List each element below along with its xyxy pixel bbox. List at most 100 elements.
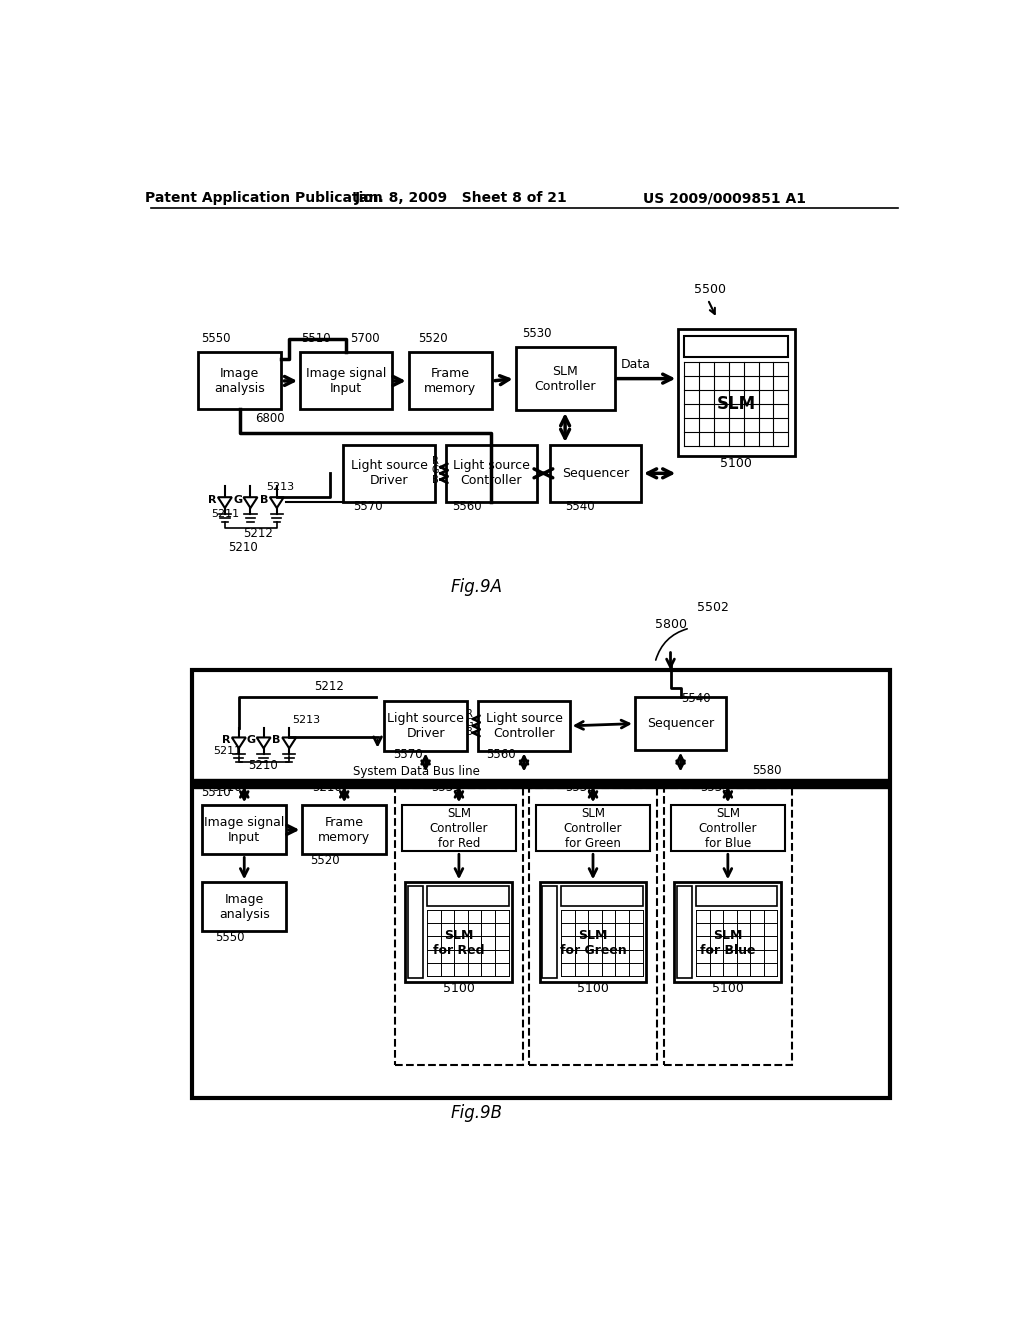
Text: 5560: 5560 [486,748,516,762]
Text: SLM
Controller: SLM Controller [535,364,596,392]
Text: R: R [432,457,438,466]
FancyBboxPatch shape [427,886,509,906]
Text: B: B [272,735,281,744]
Text: R: R [208,495,216,506]
Text: Sequencer: Sequencer [647,717,714,730]
Text: 5500: 5500 [693,284,726,296]
Text: Patent Application Publication: Patent Application Publication [144,191,383,206]
Text: 5211: 5211 [211,510,239,519]
Text: Image signal
Input: Image signal Input [204,816,285,843]
Text: 5100: 5100 [712,982,743,994]
Text: Fig.9B: Fig.9B [451,1105,503,1122]
FancyBboxPatch shape [550,445,641,502]
FancyBboxPatch shape [515,347,614,411]
Text: 5510: 5510 [201,785,230,799]
Text: 5100: 5100 [443,982,475,994]
Text: 5211: 5211 [213,746,242,755]
FancyBboxPatch shape [561,886,643,906]
Text: 5700: 5700 [350,333,380,346]
Text: Light source
Controller: Light source Controller [453,459,529,487]
FancyBboxPatch shape [684,335,788,358]
FancyBboxPatch shape [343,445,435,502]
FancyBboxPatch shape [536,805,650,851]
Text: Sequencer: Sequencer [562,467,629,480]
Text: System Data Bus line: System Data Bus line [352,766,479,779]
FancyBboxPatch shape [203,882,286,932]
Text: 5210: 5210 [248,759,278,772]
FancyBboxPatch shape [635,697,726,750]
Text: Frame
memory: Frame memory [318,816,371,843]
Text: Image signal
Input: Image signal Input [305,367,386,395]
Text: 5210: 5210 [227,541,258,554]
Text: US 2009/0009851 A1: US 2009/0009851 A1 [643,191,806,206]
Text: 5100: 5100 [721,457,753,470]
FancyBboxPatch shape [445,445,538,502]
Text: 5520: 5520 [418,333,447,346]
Text: 5570: 5570 [393,748,423,762]
Text: 5510: 5510 [302,333,331,346]
FancyBboxPatch shape [540,882,646,982]
Text: SLM
Controller
for Blue: SLM Controller for Blue [698,807,757,850]
FancyBboxPatch shape [678,330,795,457]
Text: R: R [222,735,230,744]
Text: B: B [260,495,268,506]
Text: 5800: 5800 [655,618,687,631]
Text: G: G [233,495,243,506]
Text: 5570: 5570 [352,499,382,512]
FancyBboxPatch shape [203,805,286,854]
FancyBboxPatch shape [409,352,493,409]
FancyBboxPatch shape [677,886,692,978]
FancyBboxPatch shape [395,788,523,1065]
Text: G: G [466,718,473,727]
Text: 5532: 5532 [565,781,595,795]
Text: B: B [432,475,438,484]
Text: 5533: 5533 [700,781,729,795]
Text: 5210: 5210 [311,781,341,795]
Text: Frame
memory: Frame memory [424,367,476,395]
FancyBboxPatch shape [384,701,467,751]
Text: 5213: 5213 [266,482,294,491]
Text: B: B [466,727,473,737]
Text: 5531: 5531 [431,781,461,795]
Text: Light source
Controller: Light source Controller [485,711,562,741]
FancyBboxPatch shape [542,886,557,978]
Text: SLM: SLM [717,395,756,413]
Text: 5213: 5213 [292,715,321,725]
FancyBboxPatch shape [302,805,386,854]
Text: 5530: 5530 [521,327,551,341]
Text: Jan. 8, 2009   Sheet 8 of 21: Jan. 8, 2009 Sheet 8 of 21 [355,191,567,206]
Text: 5550: 5550 [215,931,245,944]
FancyBboxPatch shape [408,886,423,978]
Text: 5502: 5502 [697,601,729,614]
Text: 5540: 5540 [681,692,711,705]
Text: 5212: 5212 [243,527,272,540]
Text: 5560: 5560 [452,499,481,512]
Text: SLM
for Green: SLM for Green [560,929,627,957]
Text: G: G [432,466,439,475]
Text: SLM
Controller
for Red: SLM Controller for Red [430,807,488,850]
Text: R: R [466,709,473,718]
Text: Fig.9A: Fig.9A [451,578,503,595]
Text: SLM
for Blue: SLM for Blue [700,929,756,957]
Text: 6800: 6800 [255,412,285,425]
Text: Light source
Driver: Light source Driver [351,459,428,487]
Text: 5550: 5550 [202,331,231,345]
FancyBboxPatch shape [300,352,391,409]
Text: 5510: 5510 [212,781,242,795]
FancyBboxPatch shape [675,882,781,982]
FancyBboxPatch shape [406,882,512,982]
Text: 5540: 5540 [565,499,595,512]
Text: 5212: 5212 [314,680,344,693]
Text: Image
analysis: Image analysis [214,367,265,395]
FancyBboxPatch shape [198,352,282,409]
FancyBboxPatch shape [478,701,569,751]
FancyBboxPatch shape [671,805,785,851]
Text: G: G [247,735,256,744]
Text: Light source
Driver: Light source Driver [387,711,464,741]
Text: SLM
for Red: SLM for Red [433,929,484,957]
FancyBboxPatch shape [529,788,657,1065]
FancyBboxPatch shape [401,805,516,851]
Text: 5520: 5520 [310,854,340,867]
Text: 5100: 5100 [578,982,609,994]
FancyBboxPatch shape [696,886,777,906]
